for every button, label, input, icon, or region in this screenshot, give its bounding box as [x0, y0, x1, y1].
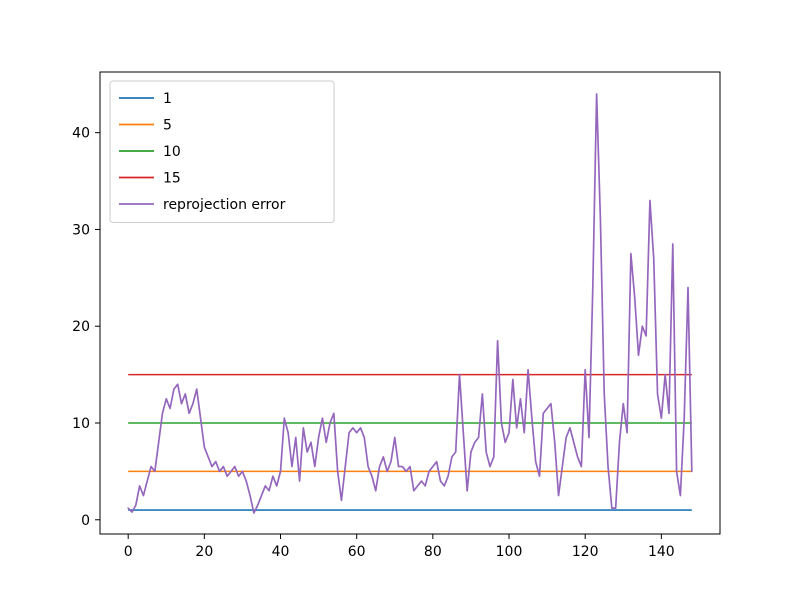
- legend-label: 15: [163, 171, 181, 187]
- legend-label: 10: [163, 144, 181, 160]
- x-tick-label: 40: [272, 544, 290, 560]
- x-tick-label: 20: [195, 544, 213, 560]
- y-tick-label: 20: [72, 319, 90, 335]
- x-tick-label: 80: [424, 544, 442, 560]
- x-tick-label: 60: [348, 544, 366, 560]
- y-tick-label: 30: [72, 222, 90, 238]
- legend-label: 1: [163, 91, 172, 107]
- x-tick-label: 0: [124, 544, 133, 560]
- legend-label: 5: [163, 118, 172, 134]
- y-tick-label: 10: [72, 416, 90, 432]
- x-tick-label: 120: [572, 544, 599, 560]
- plot-area-frame: [99, 71, 721, 535]
- series-line-reprojection-error: [127, 93, 693, 514]
- x-tick-label: 100: [496, 544, 523, 560]
- y-tick-label: 0: [81, 513, 90, 529]
- legend-label: reprojection error: [163, 197, 286, 213]
- x-tick-label: 140: [648, 544, 675, 560]
- y-tick-label: 40: [72, 126, 90, 142]
- legend-box: [109, 80, 335, 223]
